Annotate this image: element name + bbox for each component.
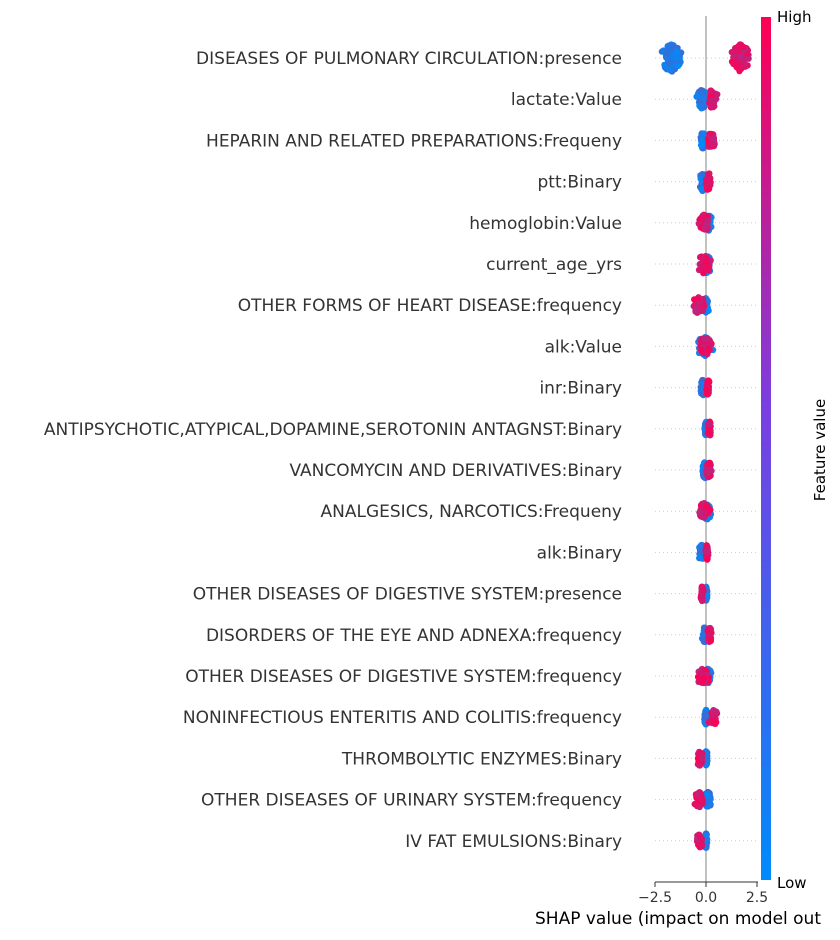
shap-point xyxy=(702,258,709,265)
shap-point xyxy=(699,513,706,521)
x-tick-label: 2.5 xyxy=(746,890,768,906)
shap-point xyxy=(704,182,711,190)
shap-point xyxy=(703,548,711,555)
shap-point xyxy=(701,224,708,232)
colorbar-title: Feature value xyxy=(811,399,829,501)
shap-point xyxy=(698,89,705,96)
shap-point xyxy=(705,421,712,428)
shap-point xyxy=(733,63,740,71)
shap-point xyxy=(698,755,706,762)
shap-point xyxy=(714,91,721,98)
shap-point xyxy=(664,50,671,57)
colorbar-gradient xyxy=(761,17,771,880)
feature-label: inr:Binary xyxy=(539,379,622,399)
feature-label: OTHER DISEASES OF URINARY SYSTEM:frequen… xyxy=(201,791,622,811)
shap-point xyxy=(703,542,710,549)
shap-point xyxy=(707,637,715,645)
shap-point xyxy=(704,176,711,183)
shap-point xyxy=(703,264,710,271)
shap-point xyxy=(737,53,744,60)
shap-point xyxy=(709,103,717,111)
shap-point xyxy=(704,556,711,563)
shap-point xyxy=(740,43,747,51)
colorbar-high-label: High xyxy=(777,8,811,26)
shap-point xyxy=(669,43,676,50)
feature-label: alk:Binary xyxy=(537,543,622,563)
shap-point xyxy=(705,460,713,468)
shap-point xyxy=(691,800,698,808)
feature-label: OTHER DISEASES OF DIGESTIVE SYSTEM:frequ… xyxy=(185,667,622,687)
shap-point xyxy=(705,429,713,436)
feature-label: DISORDERS OF THE EYE AND ADNEXA:frequenc… xyxy=(206,626,622,646)
shap-point xyxy=(696,509,703,516)
shap-point xyxy=(702,710,709,717)
shap-point xyxy=(698,590,706,597)
shap-point xyxy=(708,97,716,104)
feature-label: THROMBOLYTIC ENZYMES:Binary xyxy=(341,749,622,769)
shap-point xyxy=(705,632,713,639)
shap-point xyxy=(710,718,717,725)
colorbar-low-label: Low xyxy=(777,874,807,892)
feature-label: NONINFECTIOUS ENTERITIS AND COLITIS:freq… xyxy=(183,708,622,728)
shap-point xyxy=(708,141,715,148)
shap-point xyxy=(706,346,713,354)
shap-point xyxy=(697,834,704,841)
shap-point xyxy=(707,88,714,95)
shap-point xyxy=(670,54,677,61)
shap-point xyxy=(705,469,712,477)
feature-label: DISEASES OF PULMONARY CIRCULATION:presen… xyxy=(196,49,622,69)
shap-point xyxy=(690,296,698,303)
shap-point xyxy=(706,170,713,177)
shap-point xyxy=(674,62,682,70)
colorbar: High Low Feature value xyxy=(761,8,829,892)
x-tick-label: 0.0 xyxy=(695,890,717,906)
shap-point xyxy=(733,47,740,54)
feature-label: ANTIPSYCHOTIC,ATYPICAL,DOPAMINE,SEROTONI… xyxy=(44,420,622,440)
shap-point xyxy=(700,130,708,137)
shap-point xyxy=(707,506,714,514)
shap-point xyxy=(697,307,705,314)
shap-point xyxy=(696,803,703,811)
feature-label: hemoglobin:Value xyxy=(469,214,622,234)
shap-point xyxy=(697,175,704,183)
shap-point xyxy=(669,62,677,69)
shap-point xyxy=(704,217,712,224)
feature-label: HEPARIN AND RELATED PREPARATIONS:Frequen… xyxy=(206,131,622,151)
shap-point xyxy=(700,674,708,682)
shap-point xyxy=(713,708,720,715)
shap-point xyxy=(701,335,708,342)
shap-point xyxy=(745,55,752,62)
feature-label: OTHER DISEASES OF DIGESTIVE SYSTEM:prese… xyxy=(193,585,622,605)
feature-label: alk:Value xyxy=(545,337,622,357)
shap-point xyxy=(703,502,710,509)
shap-point xyxy=(703,390,711,398)
feature-label: ptt:Binary xyxy=(538,173,622,193)
shap-point xyxy=(728,58,736,65)
shap-point xyxy=(674,49,681,56)
feature-label: VANCOMYCIN AND DERIVATIVES:Binary xyxy=(289,461,622,481)
shap-point xyxy=(698,841,705,849)
shap-point xyxy=(698,346,705,354)
shap-point xyxy=(697,795,704,803)
feature-label: ANALGESICS, NARCOTICS:Frequeny xyxy=(321,502,622,522)
feature-label: OTHER FORMS OF HEART DISEASE:frequency xyxy=(238,296,622,316)
shap-points xyxy=(658,41,752,851)
x-axis: −2.5 0.0 2.5 xyxy=(638,881,768,906)
shap-point xyxy=(710,134,718,142)
feature-labels: DISEASES OF PULMONARY CIRCULATION:presen… xyxy=(44,49,622,852)
shap-point xyxy=(705,379,712,386)
x-tick-label: −2.5 xyxy=(638,890,672,906)
shap-point xyxy=(699,214,707,221)
x-axis-title: SHAP value (impact on model out xyxy=(535,909,821,929)
feature-label: current_age_yrs xyxy=(486,255,622,275)
shap-point xyxy=(697,141,705,149)
shap-point xyxy=(692,307,699,314)
feature-label: IV FAT EMULSIONS:Binary xyxy=(405,832,622,852)
shap-point xyxy=(699,94,707,101)
feature-label: lactate:Value xyxy=(511,90,622,110)
